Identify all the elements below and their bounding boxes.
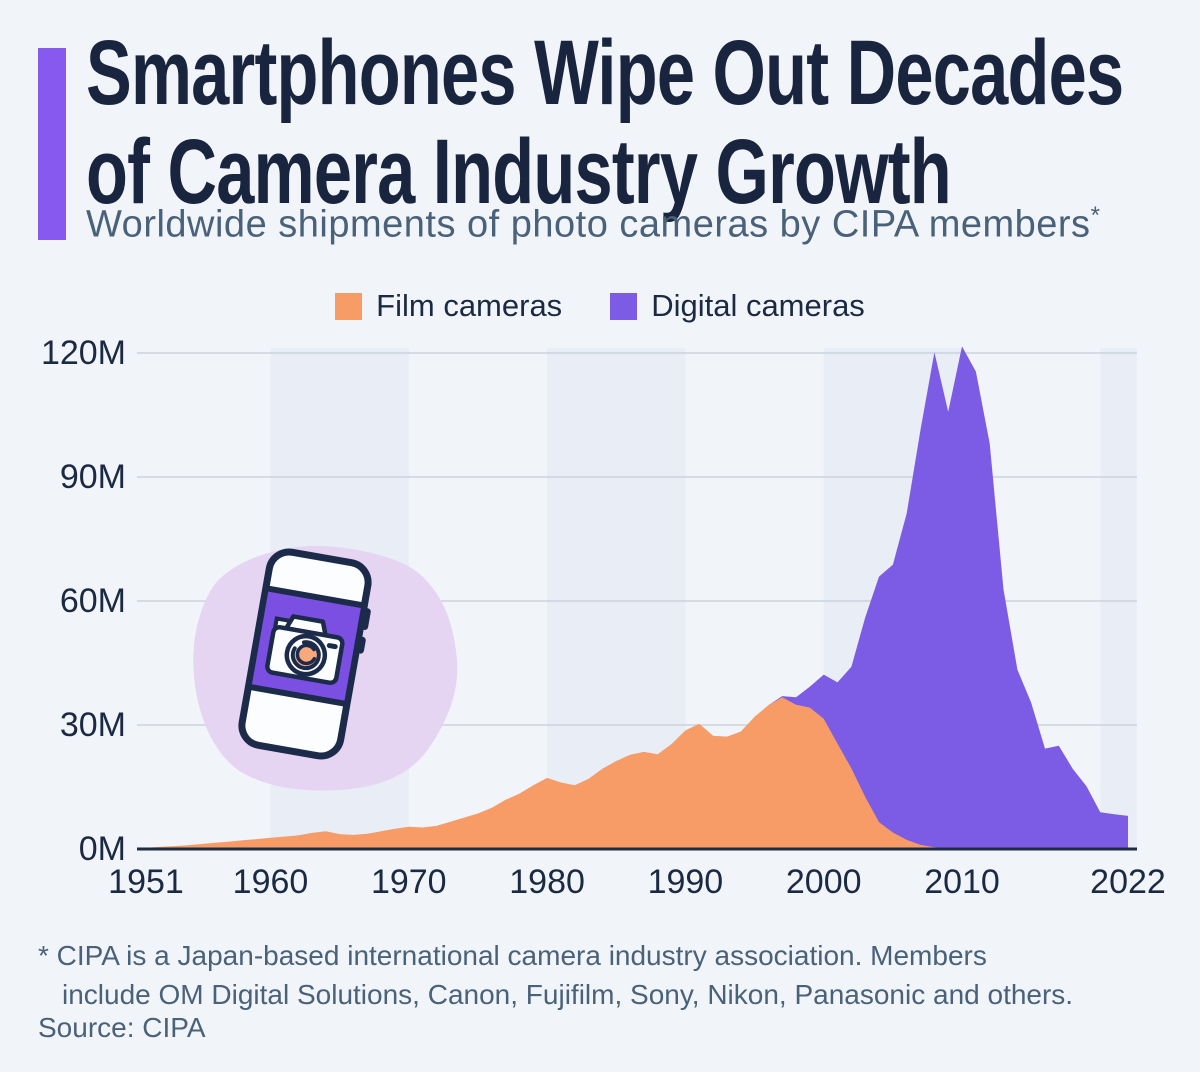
digital-legend-label: Digital cameras — [651, 288, 865, 323]
footnote-line-2: include OM Digital Solutions, Canon, Fuj… — [62, 979, 1074, 1010]
source-credit: Source: CIPA — [38, 1012, 206, 1043]
legend-item-film: Film cameras — [335, 288, 562, 324]
smartphone-camera-illustration — [193, 545, 458, 791]
x-axis-tick-label: 1960 — [233, 863, 309, 901]
chart-svg: 0M 30M 60M 90M 120M 1951 1960 1970 1980 1990 2000 2… — [41, 334, 1166, 901]
camera-lens-reflection — [295, 643, 317, 666]
x-axis-tick-label: 2022 — [1090, 863, 1166, 901]
page-subtitle-text: Worldwide shipments of photo cameras by … — [86, 203, 1091, 246]
film-legend-swatch — [335, 292, 363, 320]
x-axis-tick-label: 1951 — [108, 863, 184, 901]
y-axis-tick-label: 90M — [60, 458, 126, 496]
camera-shipments-area-chart: 0M 30M 60M 90M 120M 1951 1960 1970 1980 1990 2000 2… — [0, 330, 1200, 905]
camera-flash — [326, 643, 338, 650]
page-subtitle: Worldwide shipments of photo cameras by … — [86, 202, 1196, 247]
y-axis-tick-label: 120M — [41, 334, 126, 372]
camera-icon — [265, 614, 345, 686]
camera-lens-ring — [290, 640, 321, 671]
smartphone-icon — [238, 548, 372, 760]
film-cameras-area — [146, 697, 1128, 849]
digital-cameras-area — [768, 346, 1128, 849]
y-axis-tick-label: 60M — [60, 582, 126, 620]
x-axis-tick-label: 1980 — [509, 863, 585, 901]
decade-band — [1100, 348, 1137, 849]
digital-legend-swatch — [610, 292, 638, 320]
film-legend-label: Film cameras — [376, 288, 563, 323]
footnote-line-1: * CIPA is a Japan-based international ca… — [38, 940, 987, 971]
footnote: * CIPA is a Japan-based international ca… — [38, 936, 1178, 1014]
y-axis-tick-label: 30M — [60, 706, 126, 744]
y-axis-tick-label: 0M — [79, 830, 126, 868]
x-axis-tick-label: 1990 — [648, 863, 724, 901]
legend-item-digital: Digital cameras — [610, 288, 865, 324]
subtitle-footnote-marker: * — [1090, 202, 1101, 229]
x-axis-tick-label: 2000 — [786, 863, 862, 901]
x-axis-tick-label: 1970 — [371, 863, 447, 901]
page-title: Smartphones Wipe Out Decades of Camera I… — [86, 22, 1124, 223]
title-accent-bar — [38, 48, 66, 240]
x-axis-tick-label: 2010 — [924, 863, 1000, 901]
chart-legend: Film cameras Digital cameras — [0, 288, 1200, 324]
